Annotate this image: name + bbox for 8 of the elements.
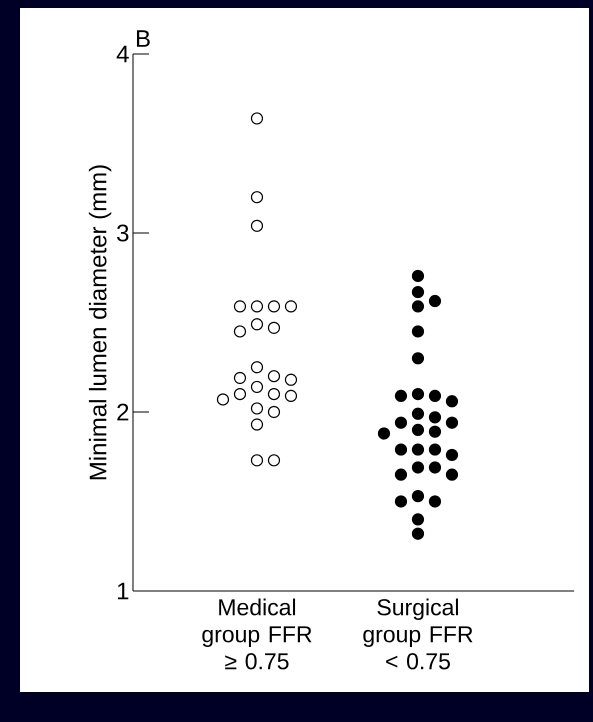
- y-tick-label: 2: [117, 404, 128, 420]
- y-tick-label: 4: [116, 46, 129, 62]
- y-tick-label: 1: [118, 582, 128, 600]
- y-axis-title: Minimal lumen diameter (mm): [88, 165, 112, 480]
- x-tick-label: Medical group FFR ≥ 0.75: [202, 598, 312, 670]
- y-tick-label: 3: [117, 224, 128, 242]
- chart-title: B: [136, 30, 150, 47]
- x-tick-label: Surgical group FFR < 0.75: [363, 598, 472, 670]
